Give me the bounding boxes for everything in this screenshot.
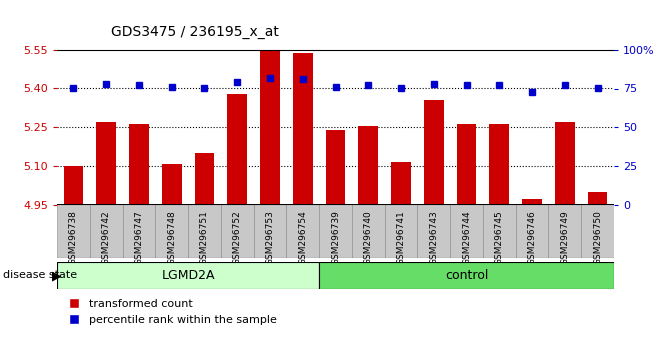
Text: GSM296746: GSM296746 <box>527 210 537 265</box>
Bar <box>221 204 254 258</box>
Bar <box>516 204 548 258</box>
Bar <box>457 124 476 205</box>
Text: GSM296739: GSM296739 <box>331 210 340 265</box>
Text: GSM296751: GSM296751 <box>200 210 209 265</box>
Text: GSM296738: GSM296738 <box>69 210 78 265</box>
Bar <box>57 204 90 258</box>
Bar <box>358 126 378 205</box>
Text: GDS3475 / 236195_x_at: GDS3475 / 236195_x_at <box>111 25 278 39</box>
Bar <box>548 204 581 258</box>
Bar <box>417 204 450 258</box>
Bar <box>555 122 574 205</box>
Bar <box>522 199 542 205</box>
Text: GSM296741: GSM296741 <box>397 210 405 265</box>
Bar <box>260 51 280 205</box>
Bar <box>424 100 444 205</box>
Text: ▶: ▶ <box>52 269 62 282</box>
Bar <box>227 94 247 205</box>
Bar <box>97 122 116 205</box>
Bar <box>384 204 417 258</box>
Bar <box>287 204 319 258</box>
Text: GSM296742: GSM296742 <box>102 210 111 265</box>
Bar <box>90 204 123 258</box>
Bar <box>588 192 607 205</box>
Bar <box>188 204 221 258</box>
Bar <box>581 204 614 258</box>
Bar <box>391 162 411 205</box>
Bar <box>162 164 182 205</box>
Bar <box>325 130 346 205</box>
Text: GSM296745: GSM296745 <box>495 210 504 265</box>
Bar <box>352 204 384 258</box>
Bar <box>64 166 83 205</box>
Bar <box>155 204 188 258</box>
Bar <box>293 53 313 205</box>
Text: GSM296747: GSM296747 <box>134 210 144 265</box>
Text: GSM296750: GSM296750 <box>593 210 602 265</box>
Bar <box>319 204 352 258</box>
Text: GSM296748: GSM296748 <box>167 210 176 265</box>
Bar <box>129 124 149 205</box>
Bar <box>254 204 287 258</box>
Bar <box>123 204 155 258</box>
Legend: transformed count, percentile rank within the sample: transformed count, percentile rank withi… <box>62 299 277 325</box>
Text: control: control <box>445 269 488 282</box>
Bar <box>195 153 214 205</box>
Text: GSM296749: GSM296749 <box>560 210 569 265</box>
Bar <box>489 124 509 205</box>
Text: GSM296752: GSM296752 <box>233 210 242 265</box>
Bar <box>450 204 483 258</box>
Bar <box>57 262 319 289</box>
Text: GSM296754: GSM296754 <box>298 210 307 265</box>
Text: GSM296740: GSM296740 <box>364 210 373 265</box>
Text: GSM296753: GSM296753 <box>266 210 274 265</box>
Text: GSM296743: GSM296743 <box>429 210 438 265</box>
Text: disease state: disease state <box>3 270 77 280</box>
Text: LGMD2A: LGMD2A <box>161 269 215 282</box>
Text: GSM296744: GSM296744 <box>462 210 471 265</box>
Bar <box>319 262 614 289</box>
Bar <box>483 204 516 258</box>
